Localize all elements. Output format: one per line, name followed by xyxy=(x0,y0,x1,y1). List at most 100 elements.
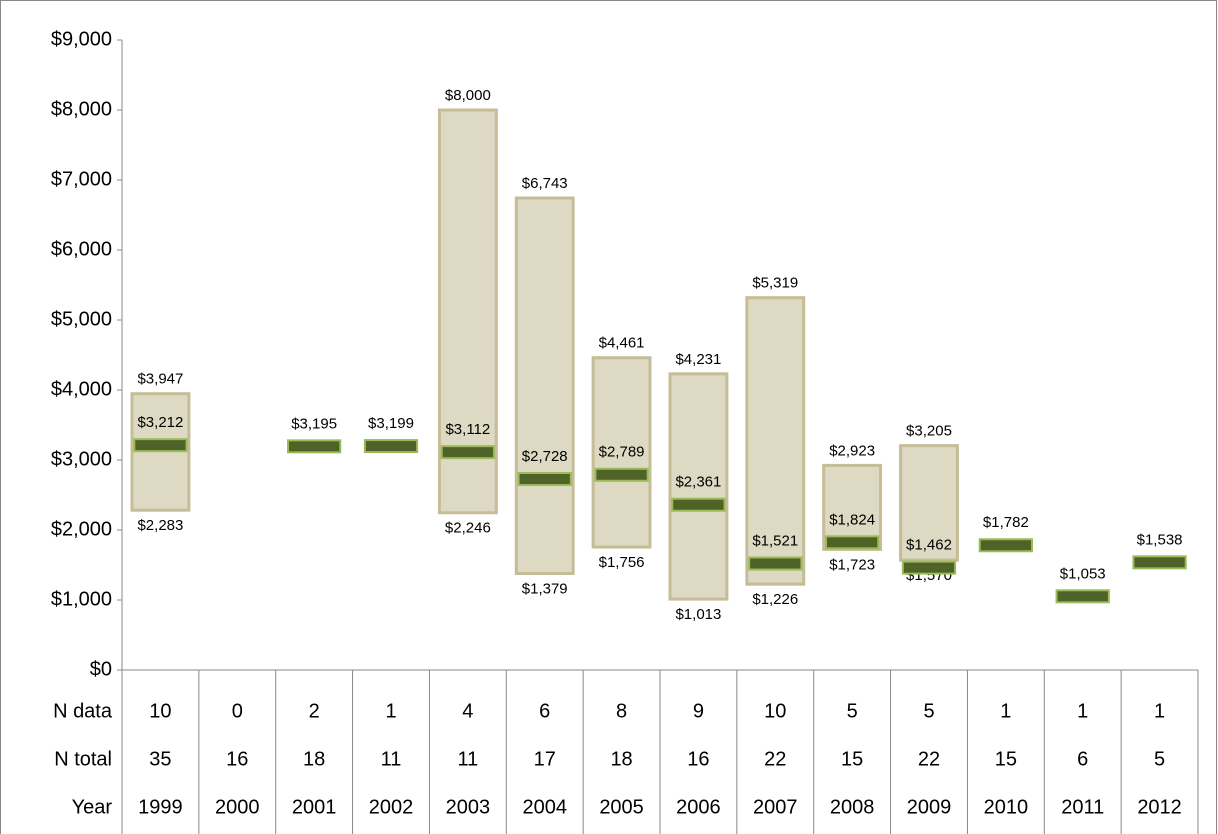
y-tick-label: $6,000 xyxy=(51,238,112,260)
x-tick-label: 2003 xyxy=(446,796,491,818)
table-cell: 15 xyxy=(995,748,1017,770)
median-bar xyxy=(1055,589,1110,604)
median-bar xyxy=(901,560,957,575)
range-bar xyxy=(591,356,652,549)
median-bar xyxy=(825,535,880,550)
x-tick-label: 2000 xyxy=(215,796,260,818)
table-cell: 15 xyxy=(841,748,863,770)
table-cell: 4 xyxy=(462,700,473,722)
median-bar xyxy=(594,467,649,482)
table-cell: 10 xyxy=(149,700,171,722)
median-bar xyxy=(133,438,188,453)
data-label: $1,538 xyxy=(1137,531,1183,548)
median-bar xyxy=(363,439,419,454)
table-cell: 6 xyxy=(1077,748,1088,770)
x-tick-label: 1999 xyxy=(138,796,183,818)
data-label: $1,379 xyxy=(522,580,568,597)
table-cell: 11 xyxy=(381,748,402,770)
table-cell: 0 xyxy=(232,700,243,722)
y-tick-label: $8,000 xyxy=(51,98,112,120)
data-label: $6,743 xyxy=(522,175,568,192)
data-label: $2,728 xyxy=(522,448,568,465)
table-cell: 10 xyxy=(764,700,786,722)
table-cell: 1 xyxy=(1154,700,1165,722)
y-tick-label: $9,000 xyxy=(51,28,112,50)
data-label: $3,947 xyxy=(137,371,183,388)
data-label: $1,824 xyxy=(829,511,875,528)
median-bar xyxy=(748,556,803,571)
table-cell: 35 xyxy=(149,748,171,770)
table-cell: 1 xyxy=(1000,700,1011,722)
data-label: $3,195 xyxy=(291,415,337,432)
data-label: $1,226 xyxy=(752,591,798,608)
table-cell: 16 xyxy=(687,748,709,770)
data-label: $1,782 xyxy=(983,514,1029,531)
table-cell: 8 xyxy=(616,700,627,722)
range-bar xyxy=(899,444,959,562)
data-label: $2,923 xyxy=(829,442,875,459)
y-tick-label: $4,000 xyxy=(51,378,112,400)
table-cell: 18 xyxy=(610,748,632,770)
table-cell: 5 xyxy=(1154,748,1165,770)
data-label: $4,461 xyxy=(599,335,645,352)
median-bar xyxy=(440,445,495,460)
data-label: $5,319 xyxy=(752,275,798,292)
table-cell: 6 xyxy=(539,700,550,722)
row-label: Year xyxy=(72,796,113,818)
data-label: $3,112 xyxy=(445,421,490,438)
x-tick-label: 2008 xyxy=(830,796,875,818)
x-tick-label: 2005 xyxy=(599,796,644,818)
table-cell: 18 xyxy=(303,748,325,770)
table-cell: 22 xyxy=(764,748,786,770)
median-bar xyxy=(671,497,726,512)
median-bar xyxy=(978,538,1033,553)
table-cell: 17 xyxy=(534,748,556,770)
table-cell: 1 xyxy=(385,700,396,722)
x-tick-label: 2009 xyxy=(907,796,952,818)
y-tick-label: $0 xyxy=(90,658,112,680)
data-label: $2,361 xyxy=(675,474,721,491)
table-cell: 9 xyxy=(693,700,704,722)
median-bar xyxy=(1132,555,1187,570)
data-label: $3,199 xyxy=(368,415,414,432)
data-label: $2,789 xyxy=(599,444,645,461)
data-label: $2,246 xyxy=(445,520,491,537)
x-tick-label: 2011 xyxy=(1061,796,1104,818)
data-label: $1,756 xyxy=(599,554,645,571)
data-label: $1,462 xyxy=(906,537,952,554)
row-label: N data xyxy=(53,700,113,722)
table-cell: 2 xyxy=(309,700,320,722)
x-tick-label: 2010 xyxy=(984,796,1029,818)
data-label: $8,000 xyxy=(445,87,491,104)
x-tick-label: 2007 xyxy=(753,796,798,818)
data-label: $4,231 xyxy=(675,351,721,368)
y-tick-label: $7,000 xyxy=(51,168,112,190)
table-cell: 5 xyxy=(923,700,934,722)
x-tick-label: 2004 xyxy=(522,796,567,818)
range-bar xyxy=(745,296,806,586)
table-cell: 1 xyxy=(1077,700,1088,722)
x-tick-label: 2006 xyxy=(676,796,721,818)
table-cell: 11 xyxy=(457,748,478,770)
data-label: $2,283 xyxy=(137,517,183,534)
data-label: $1,053 xyxy=(1060,565,1106,582)
y-tick-label: $3,000 xyxy=(51,448,112,470)
table-cell: 5 xyxy=(847,700,858,722)
data-label: $3,205 xyxy=(906,423,952,440)
range-bar xyxy=(668,372,729,601)
median-bar xyxy=(287,439,342,454)
table-cell: 22 xyxy=(918,748,940,770)
median-bar xyxy=(517,472,572,487)
table-cell: 16 xyxy=(226,748,248,770)
row-label: N total xyxy=(54,748,112,770)
data-label: $3,212 xyxy=(137,414,183,431)
data-label: $1,521 xyxy=(752,532,798,549)
x-tick-label: 2002 xyxy=(369,796,414,818)
y-tick-label: $2,000 xyxy=(51,518,112,540)
y-tick-label: $5,000 xyxy=(51,308,112,330)
x-tick-label: 2001 xyxy=(292,796,337,818)
y-tick-label: $1,000 xyxy=(51,588,112,610)
range-bar xyxy=(514,196,575,575)
